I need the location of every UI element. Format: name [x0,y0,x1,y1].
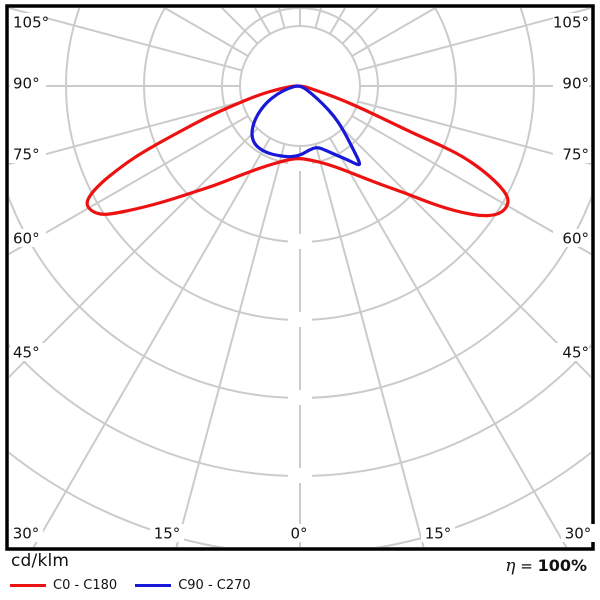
curve-c0-c180 [85,84,510,218]
angle-label: 90° [562,75,589,93]
legend-label: C90 - C270 [178,578,251,593]
angle-label-bg [10,74,46,92]
angle-label: 105° [13,14,49,32]
angle-label: 90° [13,75,40,93]
angle-label: 75° [562,146,589,164]
units-label: cd/klm [11,551,70,571]
angle-label-bg [10,145,46,163]
axis-gap-box [288,312,312,327]
angle-label-bg [553,145,589,163]
eta-symbol: η [505,556,516,576]
legend: C0 - C180 C90 - C270 [10,578,251,593]
angle-label-bg [10,343,46,361]
angle-label-bg [10,13,46,31]
angle-label: 15° [425,525,452,543]
spoke-line [32,137,271,547]
angle-label-bg [150,524,184,542]
angle-label-bg [282,524,316,542]
angle-label: 60° [13,230,40,248]
angle-label-bg [553,13,589,31]
curves [85,84,510,218]
legend-item: C90 - C270 [135,578,251,593]
legend-swatch [10,584,46,587]
angle-label-bg [553,229,589,247]
angle-label: 60° [562,230,589,248]
spoke-line [351,115,591,256]
angle-label-bg [561,524,595,542]
axis-gap-box [288,468,312,483]
angle-label-bg [553,74,589,92]
angle-label: 75° [13,146,40,164]
spoke-line [314,143,425,547]
legend-label: C0 - C180 [53,578,118,593]
spoke-line [175,143,286,547]
spoke-line [9,100,243,166]
angle-label-bg [9,524,43,542]
axis-gap-boxes [288,156,312,483]
angle-label-bg [553,343,589,361]
legend-swatch [135,584,172,587]
angle-labels: 105° 90° 75° 60° 45° 105° 90° 75° 60° 45° 30° 15° 0°… [9,13,595,543]
angle-label: 45° [562,344,589,362]
spoke-line [357,100,591,166]
curve-c90-c270 [250,84,362,167]
spoke-line [329,137,568,547]
angle-label: 45° [13,344,40,362]
angle-label: 30° [13,525,40,543]
plot-border [5,4,595,551]
legend-item: C0 - C180 [10,578,117,593]
spoke-line [357,8,591,72]
angle-label-bg [10,229,46,247]
spoke-line [341,127,591,379]
spoke-line [9,115,249,256]
eta-value: 100% [537,556,587,575]
angle-label: 15° [154,525,181,543]
angle-label-bg [421,524,455,542]
angle-label: 0° [290,525,307,543]
spoke-line [9,8,243,72]
axis-gap-box [288,390,312,405]
spoke-line [9,127,259,379]
angle-label: 105° [553,14,589,32]
eta-equals: = [520,557,533,575]
axis-gap-box [288,234,312,249]
angle-label: 30° [565,525,592,543]
efficiency-label: η = 100% [505,556,587,576]
